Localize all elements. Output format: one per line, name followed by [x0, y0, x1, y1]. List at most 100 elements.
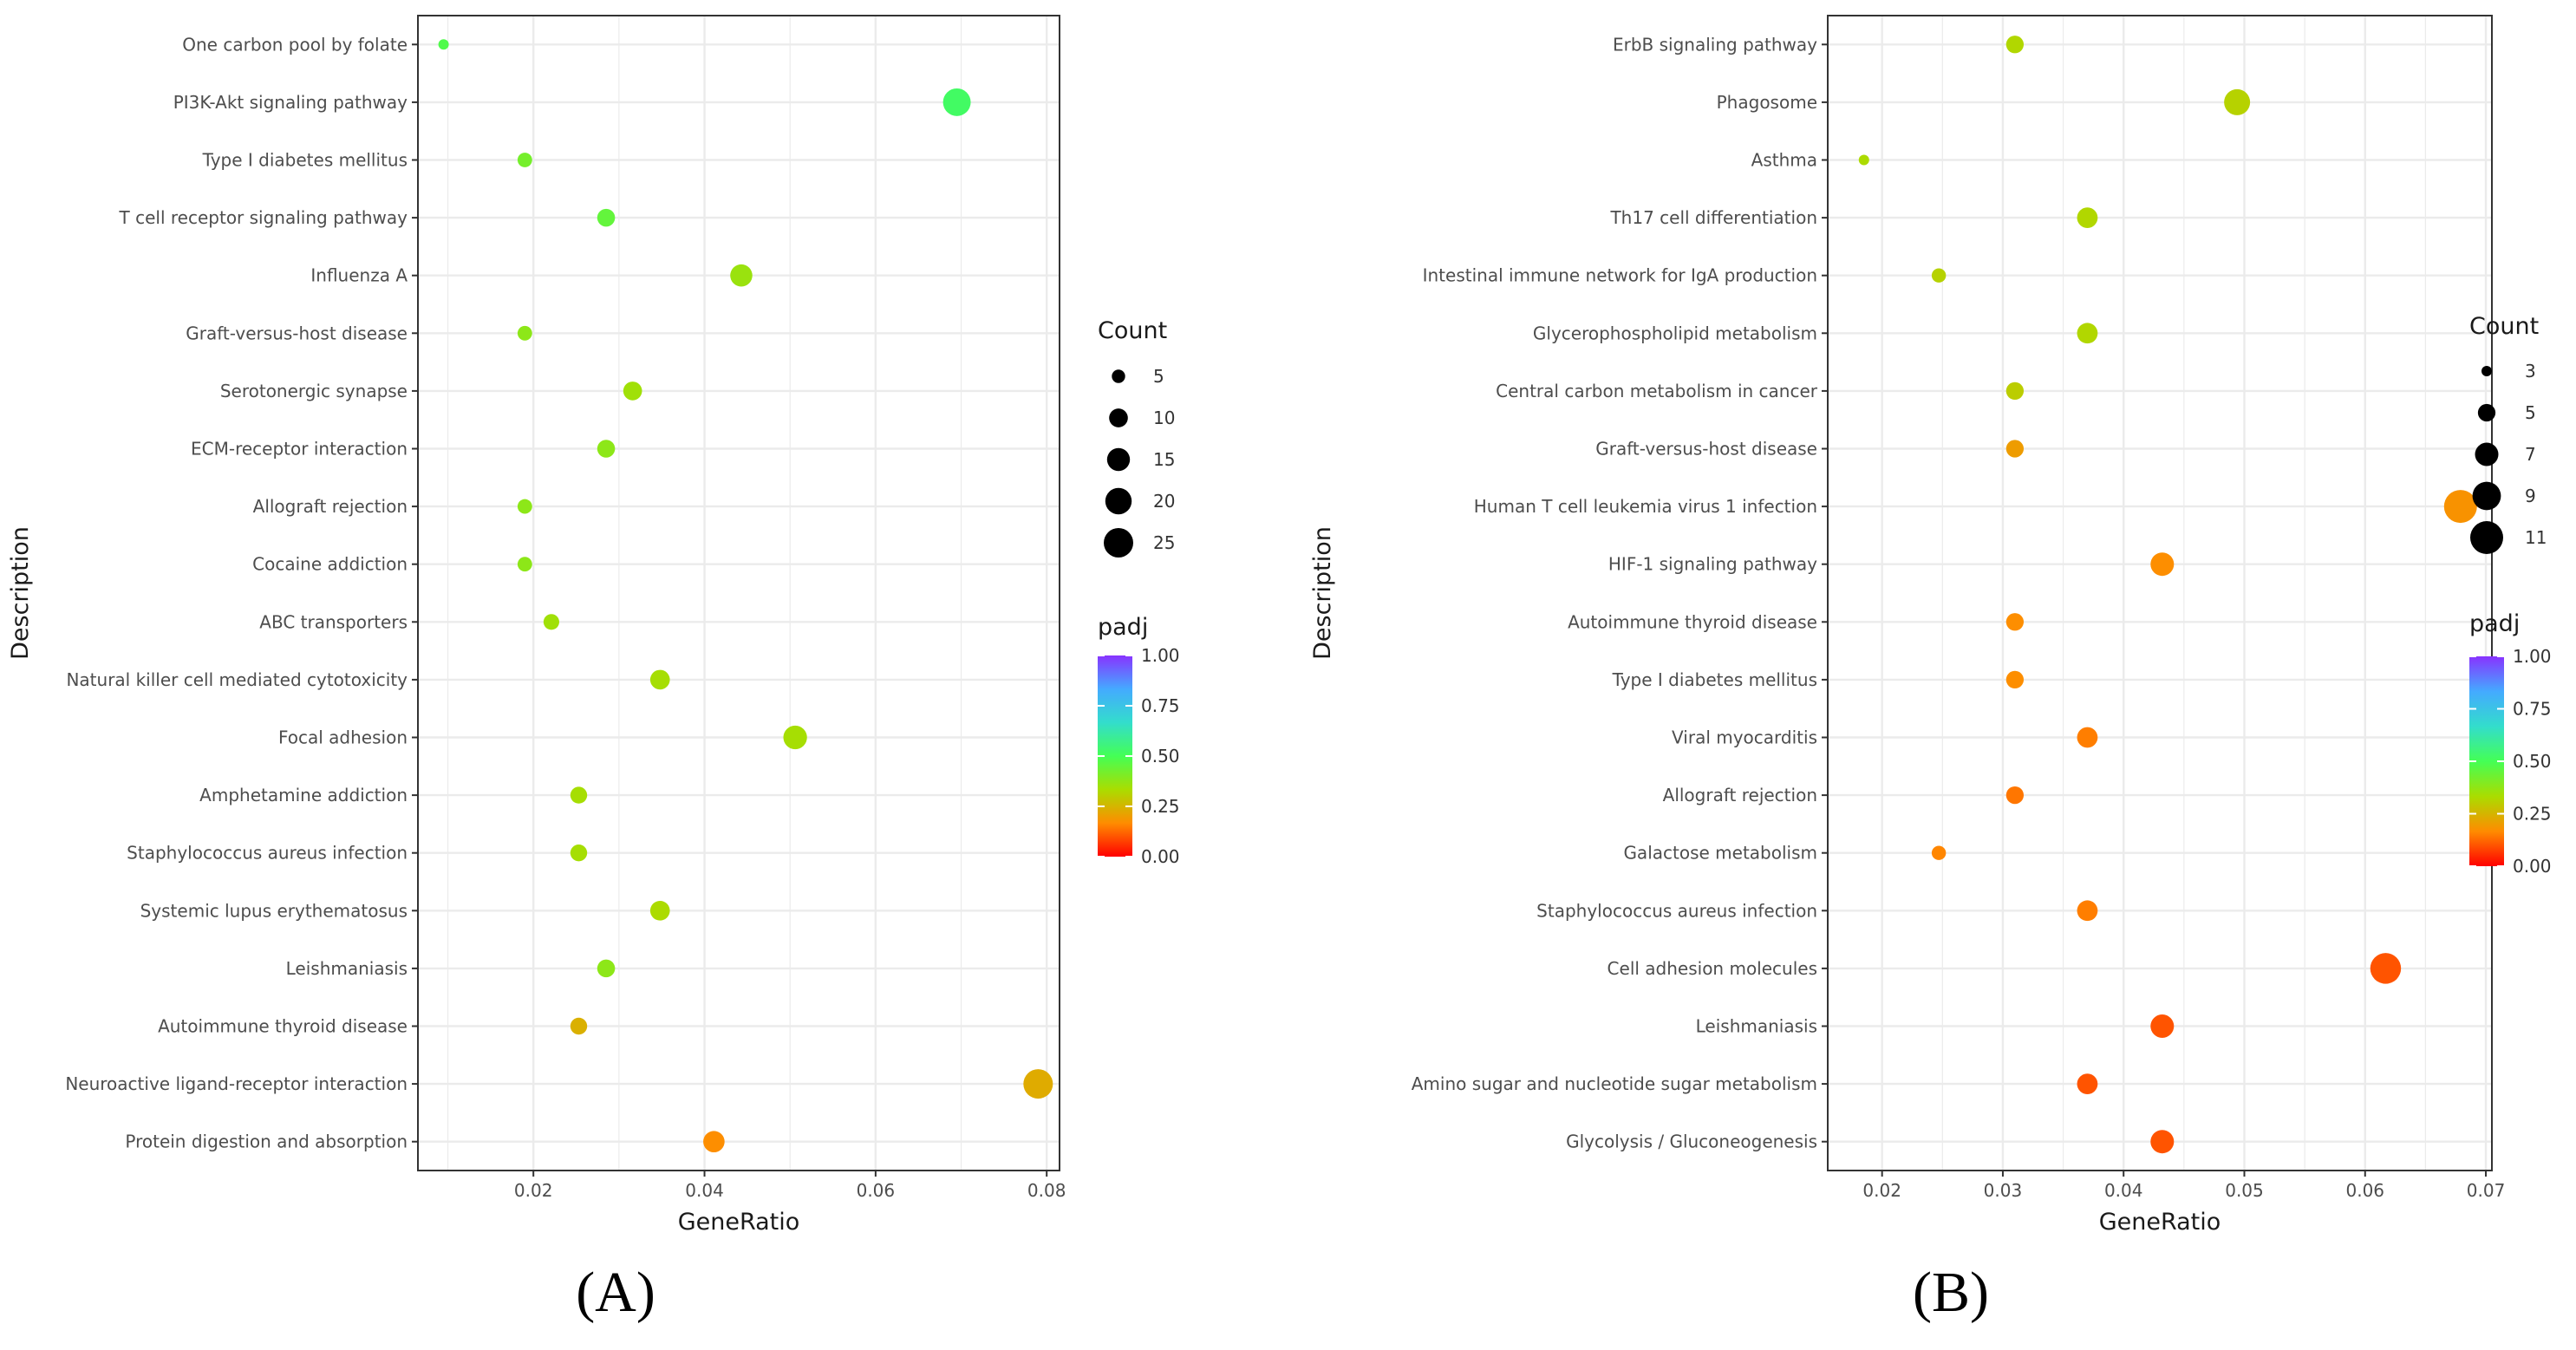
y-tick-label: Type I diabetes mellitus: [202, 150, 408, 171]
data-point: [2077, 727, 2098, 748]
data-point: [2005, 382, 2025, 401]
count-legend-label: 7: [2525, 444, 2536, 465]
colorbar-label: 0.75: [1141, 695, 1180, 716]
y-tick-label: Staphylococcus aureus infection: [1536, 900, 1817, 921]
data-point: [2005, 613, 2025, 631]
y-tick-label: Graft-versus-host disease: [1595, 439, 1817, 460]
y-tick-label: Viral myocarditis: [1672, 727, 1817, 748]
data-point: [2077, 207, 2098, 228]
colorbar-label: 0.50: [2513, 751, 2552, 772]
y-tick-label: Cell adhesion molecules: [1608, 958, 1817, 979]
y-tick-label: Focal adhesion: [278, 727, 408, 748]
count-legend-title: Count: [1098, 317, 1167, 344]
count-legend-symbol: [2472, 481, 2501, 511]
data-point: [2150, 552, 2175, 577]
y-tick-label: Allograft rejection: [253, 496, 408, 517]
data-point: [783, 725, 807, 750]
data-point: [1931, 845, 1947, 860]
y-tick-label: Galactose metabolism: [1623, 843, 1817, 864]
count-legend-symbol: [1112, 369, 1125, 383]
data-point: [623, 382, 642, 401]
y-tick-label: Th17 cell differentiation: [1609, 207, 1817, 228]
data-point: [2077, 1073, 2098, 1094]
x-axis-title: GeneRatio: [2099, 1209, 2221, 1236]
colorbar-label: 0.00: [2513, 856, 2552, 877]
y-tick-label: Leishmaniasis: [1696, 1016, 1817, 1037]
count-legend-label: 3: [2525, 361, 2536, 382]
x-tick-label: 0.03: [1984, 1180, 2023, 1201]
padj-legend-title: padj: [1098, 614, 1148, 641]
data-point: [2224, 88, 2251, 115]
y-tick-label: HIF-1 signaling pathway: [1608, 554, 1817, 575]
data-point: [703, 1131, 725, 1153]
data-point: [570, 845, 588, 862]
data-point: [438, 39, 449, 50]
count-legend-label: 11: [2525, 527, 2547, 548]
x-tick-label: 0.02: [1862, 1180, 1901, 1201]
data-point: [597, 959, 616, 978]
panel-b-chart: ErbB signaling pathway Phagosome Asthma Th1…: [1309, 15, 2552, 1324]
data-point: [517, 325, 532, 341]
x-tick-label: 0.05: [2225, 1180, 2264, 1201]
count-legend-label: 15: [1153, 449, 1175, 470]
y-tick-label: ABC transporters: [259, 611, 408, 632]
x-axis-title: GeneRatio: [678, 1209, 800, 1236]
colorbar-label: 0.25: [2513, 804, 2552, 825]
y-tick-label: One carbon pool by folate: [182, 34, 408, 55]
colorbar-label: 0.50: [1141, 746, 1180, 766]
data-point: [2005, 670, 2025, 689]
data-point: [649, 900, 670, 921]
y-tick-label: Allograft rejection: [1663, 785, 1817, 805]
colorbar-label: 1.00: [2513, 646, 2552, 667]
y-tick-label: ECM-receptor interaction: [191, 439, 408, 460]
panel-a-chart: One carbon pool by folate PI3K-Akt signal…: [7, 15, 1180, 1324]
data-point: [1858, 154, 1869, 166]
x-tick-label: 0.06: [2345, 1180, 2384, 1201]
count-legend-symbol: [2475, 442, 2499, 466]
count-legend-label: 5: [2525, 402, 2536, 423]
count-legend-symbol: [2477, 403, 2496, 422]
y-tick-label: PI3K-Akt signaling pathway: [173, 92, 408, 113]
count-legend-symbol: [1109, 408, 1128, 427]
data-point: [597, 440, 616, 458]
plot-border: [417, 15, 1060, 1171]
y-tick-label: Phagosome: [1717, 92, 1817, 113]
y-tick-label: Neuroactive ligand-receptor interaction: [65, 1073, 408, 1094]
padj-legend-title: padj: [2469, 610, 2520, 637]
colorbar-label: 0.00: [1141, 846, 1180, 867]
count-legend-symbol: [2470, 521, 2503, 554]
plot-background: [418, 16, 1060, 1171]
data-point: [2005, 786, 2025, 805]
y-axis-title: Description: [1309, 526, 1336, 660]
panel-label: (B): [1913, 1261, 1989, 1324]
x-tick-label: 0.08: [1027, 1180, 1066, 1201]
y-tick-label: Graft-versus-host disease: [186, 323, 408, 343]
y-tick-label: Type I diabetes mellitus: [1612, 669, 1817, 690]
panel-label: (A): [576, 1261, 655, 1324]
y-tick-label: Protein digestion and absorption: [125, 1132, 408, 1152]
y-tick-label: Glycerophospholipid metabolism: [1533, 323, 1817, 343]
count-legend-label: 5: [1153, 366, 1164, 387]
data-point: [2077, 900, 2098, 922]
y-tick-label: Glycolysis / Gluconeogenesis: [1566, 1132, 1817, 1152]
plot-border: [1827, 15, 2493, 1171]
data-point: [570, 786, 588, 804]
data-point: [2370, 953, 2402, 984]
data-point: [2077, 323, 2098, 344]
y-tick-label: Amino sugar and nucleotide sugar metabol…: [1412, 1073, 1817, 1094]
data-point: [2443, 490, 2477, 524]
data-point: [543, 614, 559, 630]
colorbar-label: 1.00: [1141, 645, 1180, 666]
y-tick-label: Staphylococcus aureus infection: [127, 843, 408, 864]
y-tick-label: Intestinal immune network for IgA produc…: [1423, 265, 1817, 286]
data-point: [2150, 1014, 2175, 1038]
data-point: [597, 208, 616, 227]
data-point: [730, 264, 753, 287]
count-legend-label: 9: [2525, 486, 2536, 506]
data-point: [2005, 440, 2025, 458]
y-tick-label: ErbB signaling pathway: [1613, 34, 1817, 55]
count-legend-title: Count: [2469, 313, 2539, 340]
data-point: [942, 88, 971, 116]
x-tick-label: 0.04: [685, 1180, 724, 1201]
y-tick-label: Human T cell leukemia virus 1 infection: [1474, 496, 1817, 517]
